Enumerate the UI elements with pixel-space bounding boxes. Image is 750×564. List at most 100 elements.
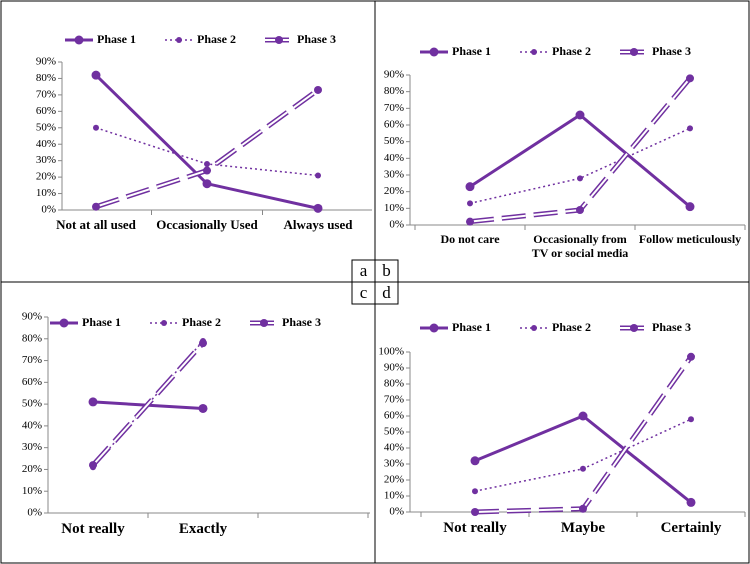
point — [88, 397, 98, 407]
point — [687, 125, 693, 132]
line-series — [94, 74, 319, 210]
panel-label-box — [374, 281, 399, 305]
legend-marker — [275, 36, 283, 44]
x-tick-label: Do not care — [440, 232, 500, 246]
point — [313, 203, 323, 213]
point — [471, 508, 479, 516]
y-tick-label: 30% — [384, 458, 404, 470]
legend-marker — [260, 319, 268, 327]
y-tick-label: 90% — [384, 69, 404, 81]
legend-label: Phase 1 — [82, 315, 121, 329]
x-tick-label: Certainly — [660, 520, 722, 536]
point — [89, 461, 97, 470]
y-tick-label: 40% — [384, 152, 404, 164]
line-series — [469, 76, 692, 225]
legend-marker — [74, 35, 84, 45]
x-tick-label: Always used — [283, 217, 353, 232]
point — [688, 416, 694, 423]
x-tick-label: Not really — [443, 520, 507, 536]
point — [578, 411, 588, 421]
line-inner — [92, 342, 204, 466]
legend-label: Phase 1 — [452, 320, 491, 334]
legend-label: Phase 3 — [297, 32, 336, 46]
line-series — [474, 355, 694, 515]
y-tick-label: 80% — [384, 85, 404, 97]
y-tick-label: 70% — [384, 394, 404, 406]
y-tick-label: 30% — [22, 441, 42, 453]
x-tick-label: Occasionally Used — [156, 217, 258, 232]
y-tick-label: 90% — [384, 362, 404, 374]
y-tick-label: 10% — [384, 202, 404, 214]
legend-marker — [531, 325, 537, 331]
y-tick-label: 10% — [384, 490, 404, 502]
point — [199, 339, 207, 348]
y-tick-label: 90% — [36, 56, 56, 68]
point — [466, 217, 474, 226]
y-tick-label: 30% — [36, 154, 56, 166]
legend-marker — [429, 47, 439, 57]
legend-marker — [176, 37, 182, 43]
y-tick-label: 80% — [36, 72, 56, 84]
line-inner — [474, 356, 692, 513]
y-tick-label: 80% — [384, 378, 404, 390]
point — [472, 488, 478, 495]
y-tick-label: 20% — [36, 171, 56, 183]
line-series — [474, 418, 692, 492]
line-series — [469, 113, 691, 208]
legend-label: Phase 1 — [97, 32, 136, 46]
y-tick-label: 60% — [384, 119, 404, 131]
y-tick-label: 20% — [22, 463, 42, 475]
point — [687, 352, 695, 361]
legend-label: Phase 2 — [552, 320, 591, 334]
y-tick-label: 50% — [384, 426, 404, 438]
y-tick-label: 100% — [378, 346, 404, 358]
y-tick-label: 30% — [384, 169, 404, 181]
legend-label: Phase 3 — [282, 315, 321, 329]
y-tick-label: 60% — [22, 376, 42, 388]
legend-label: Phase 2 — [197, 32, 236, 46]
y-tick-label: 0% — [27, 507, 42, 519]
line-series — [474, 414, 692, 504]
point — [686, 497, 696, 507]
legend-label: Phase 1 — [452, 44, 491, 58]
y-tick-label: 0% — [41, 204, 56, 216]
y-tick-label: 0% — [389, 506, 404, 518]
y-tick-label: 50% — [36, 121, 56, 133]
panel-label: d — [382, 283, 391, 302]
legend-marker — [429, 323, 439, 333]
x-tick-label: Maybe — [560, 520, 606, 536]
point — [93, 124, 99, 131]
y-tick-label: 10% — [22, 485, 42, 497]
legend-marker — [531, 49, 537, 55]
panel-label: c — [360, 283, 368, 302]
panel-label: a — [360, 261, 368, 280]
y-tick-label: 60% — [36, 105, 56, 117]
point — [91, 70, 101, 80]
point — [315, 172, 321, 179]
y-tick-label: 40% — [22, 419, 42, 431]
legend-label: Phase 3 — [652, 320, 691, 334]
point — [576, 206, 584, 214]
point — [579, 504, 587, 513]
legend-marker — [59, 318, 69, 328]
x-tick-label: Not really — [61, 521, 125, 537]
point — [577, 175, 583, 182]
y-tick-label: 50% — [384, 135, 404, 147]
legend-label: Phase 2 — [552, 44, 591, 58]
x-tick-label: Follow meticulously — [638, 232, 742, 246]
legend-marker — [630, 324, 638, 332]
point — [203, 166, 211, 175]
point — [314, 85, 322, 94]
y-tick-label: 60% — [384, 410, 404, 422]
panel-label: b — [382, 261, 391, 280]
point — [470, 456, 480, 466]
y-tick-label: 70% — [384, 102, 404, 114]
point — [202, 179, 212, 189]
y-tick-label: 80% — [22, 332, 42, 344]
point — [465, 182, 475, 192]
legend-marker — [161, 320, 167, 326]
y-tick-label: 10% — [36, 187, 56, 199]
y-tick-label: 70% — [22, 354, 42, 366]
